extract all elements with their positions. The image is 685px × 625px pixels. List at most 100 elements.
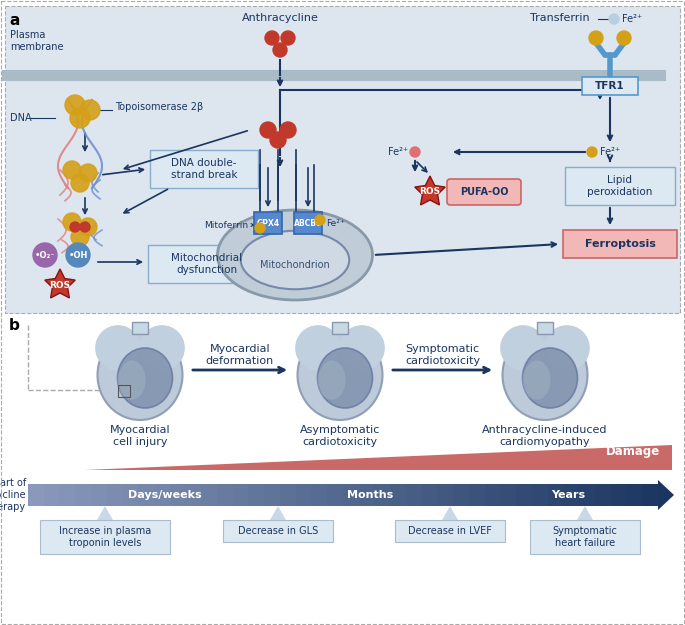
Polygon shape (577, 506, 593, 520)
Text: Ferroptosis: Ferroptosis (584, 239, 656, 249)
Bar (359, 484, 375, 506)
Circle shape (280, 122, 296, 138)
Circle shape (65, 95, 85, 115)
Circle shape (80, 222, 90, 232)
Ellipse shape (523, 360, 551, 400)
Circle shape (315, 215, 325, 225)
Text: Mitochondrion: Mitochondrion (260, 260, 330, 270)
Text: a: a (9, 13, 19, 28)
Text: Decrease in GLS: Decrease in GLS (238, 526, 318, 536)
Bar (516, 484, 533, 506)
Text: Transferrin: Transferrin (530, 13, 590, 23)
Bar (469, 484, 486, 506)
Bar (580, 484, 596, 506)
FancyBboxPatch shape (565, 167, 675, 205)
Bar (485, 484, 501, 506)
Bar (595, 484, 612, 506)
Bar (91, 484, 108, 506)
Circle shape (63, 161, 81, 179)
Circle shape (96, 326, 140, 370)
Ellipse shape (297, 330, 382, 420)
Text: Asymptomatic
cardiotoxicity: Asymptomatic cardiotoxicity (300, 425, 380, 447)
Bar (422, 484, 438, 506)
Ellipse shape (503, 330, 588, 420)
Bar (123, 484, 139, 506)
FancyBboxPatch shape (150, 150, 258, 188)
Circle shape (410, 147, 420, 157)
Text: ROS: ROS (49, 281, 71, 289)
Bar (28, 484, 45, 506)
Circle shape (617, 31, 631, 45)
Circle shape (63, 213, 81, 231)
Bar (107, 484, 123, 506)
Bar (201, 484, 218, 506)
Bar (312, 484, 328, 506)
Text: Fe²⁺: Fe²⁺ (388, 147, 408, 157)
Text: Fe²⁺: Fe²⁺ (326, 219, 345, 228)
Text: PUFA-OO: PUFA-OO (460, 187, 508, 197)
Text: Years: Years (551, 490, 585, 500)
Ellipse shape (240, 231, 349, 289)
Bar (611, 484, 627, 506)
Bar (264, 484, 281, 506)
Circle shape (265, 31, 279, 45)
Circle shape (71, 174, 89, 192)
Circle shape (79, 218, 97, 236)
Bar (406, 484, 423, 506)
Bar (501, 484, 517, 506)
Circle shape (545, 326, 589, 370)
Text: Anthracycline: Anthracycline (242, 13, 319, 23)
Bar (60, 484, 76, 506)
Bar (327, 484, 344, 506)
Text: Start of
anthracycline
therapy: Start of anthracycline therapy (0, 478, 26, 512)
Text: GPX4: GPX4 (256, 219, 279, 228)
Text: ABCB8: ABCB8 (312, 217, 316, 219)
Circle shape (609, 14, 619, 24)
FancyBboxPatch shape (148, 245, 266, 283)
Ellipse shape (118, 348, 173, 408)
FancyBboxPatch shape (332, 322, 348, 334)
Polygon shape (442, 506, 458, 520)
Bar (217, 484, 234, 506)
Bar (453, 484, 470, 506)
Circle shape (70, 108, 90, 128)
Bar (375, 484, 391, 506)
Circle shape (70, 222, 80, 232)
Ellipse shape (118, 360, 146, 400)
Bar (5, 6, 680, 313)
Circle shape (33, 243, 57, 267)
Text: •OH: •OH (68, 251, 88, 259)
Circle shape (270, 132, 286, 148)
Text: Increase in plasma
troponin levels: Increase in plasma troponin levels (59, 526, 151, 548)
FancyBboxPatch shape (447, 179, 521, 205)
Bar (390, 484, 407, 506)
Text: Plasma
membrane: Plasma membrane (10, 30, 64, 52)
Bar (643, 484, 659, 506)
Circle shape (340, 326, 384, 370)
Circle shape (66, 243, 90, 267)
Ellipse shape (318, 348, 373, 408)
Text: Mitoferrin: Mitoferrin (204, 221, 248, 229)
Bar (548, 484, 564, 506)
Text: Myocardial
cell injury: Myocardial cell injury (110, 425, 171, 447)
FancyBboxPatch shape (530, 520, 640, 554)
Circle shape (501, 326, 545, 370)
Text: Symptomatic
cardiotoxicity: Symptomatic cardiotoxicity (405, 344, 480, 366)
Text: Myocardial
deformation: Myocardial deformation (206, 344, 274, 366)
FancyBboxPatch shape (132, 322, 148, 334)
Text: TFR1: TFR1 (595, 81, 625, 91)
Ellipse shape (523, 348, 577, 408)
Text: Mitochondrial
dysfunction: Mitochondrial dysfunction (171, 253, 242, 275)
Text: Topoisomerase 2β: Topoisomerase 2β (115, 102, 203, 112)
FancyBboxPatch shape (582, 77, 638, 95)
FancyBboxPatch shape (537, 322, 553, 334)
Text: Lipid
peroxidation: Lipid peroxidation (587, 175, 653, 197)
Polygon shape (415, 176, 445, 205)
Bar (170, 484, 186, 506)
Ellipse shape (318, 360, 346, 400)
Circle shape (255, 223, 265, 233)
Circle shape (296, 326, 340, 370)
Circle shape (589, 31, 603, 45)
Bar (343, 484, 360, 506)
Circle shape (79, 164, 97, 182)
